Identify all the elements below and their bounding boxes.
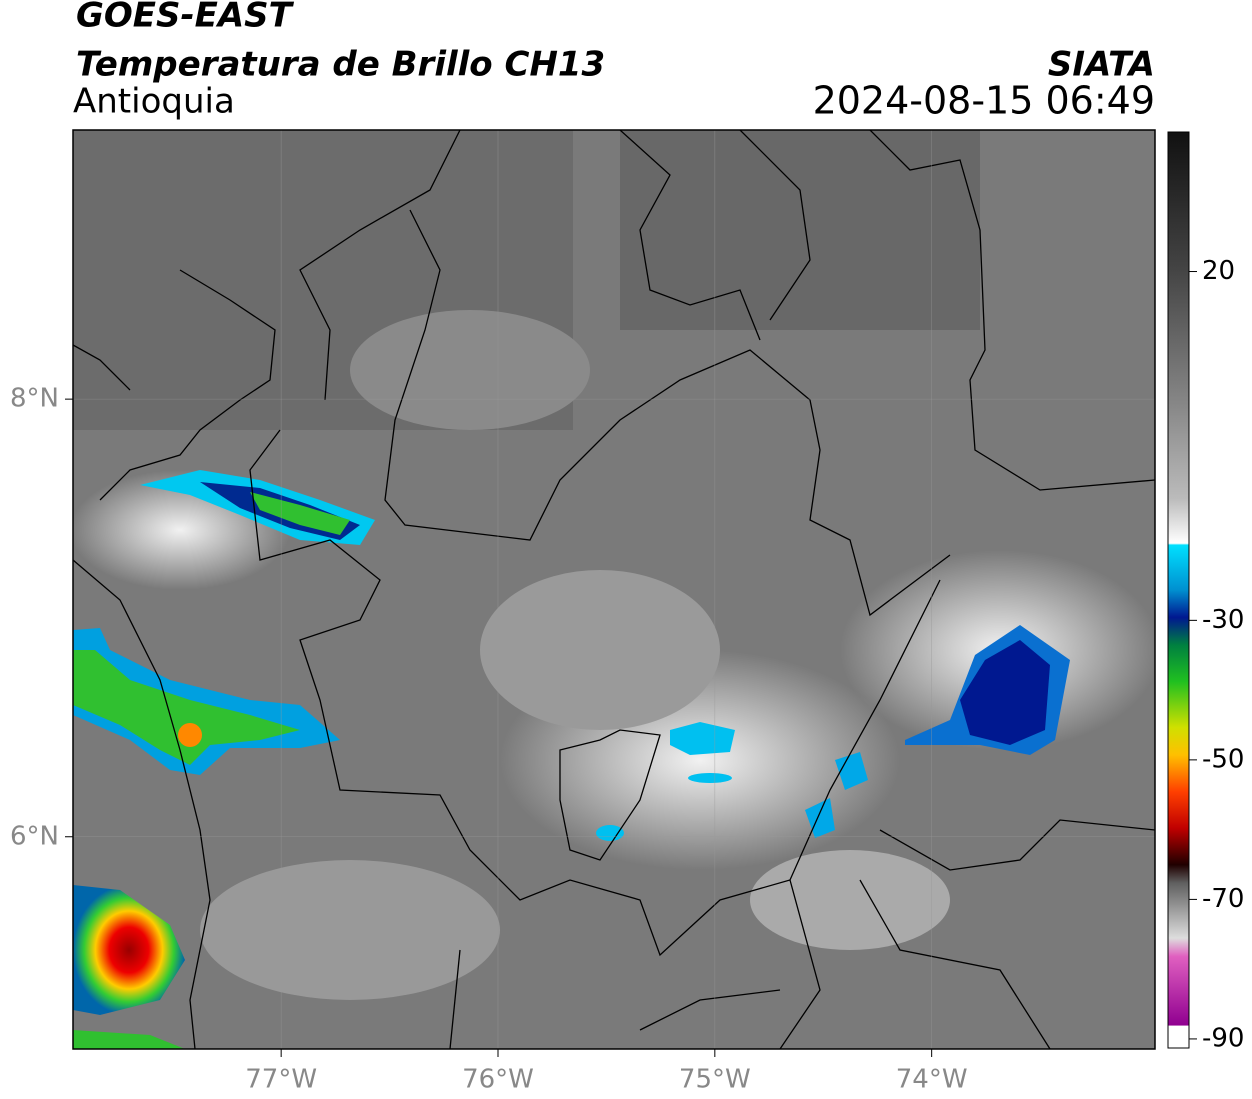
x-tick-label: 76°W [462, 1065, 534, 1095]
subtitle: Temperatura de Brillo CH13 [76, 45, 605, 85]
axes: 77°W 76°W 75°W 74°W 6°N 8°N 20 -30 -50 -70 -90 [10, 256, 1244, 1094]
x-tick-label: 75°W [679, 1065, 751, 1095]
colorbar [1167, 131, 1190, 1049]
x-tick-label: 77°W [245, 1065, 317, 1095]
title: GOES-EAST [76, 0, 295, 36]
grid [73, 130, 1155, 1049]
datetime: 2024-08-15 06:49 [813, 79, 1155, 123]
imagery [73, 130, 1155, 1049]
colorbar-tick-label: -50 [1202, 744, 1244, 774]
x-tick-label: 74°W [896, 1065, 968, 1095]
source: SIATA [1048, 45, 1155, 85]
colorbar-tick-label: 20 [1202, 256, 1235, 286]
y-tick-label: 8°N [10, 384, 59, 414]
y-tick-label: 6°N [10, 821, 59, 851]
borders [73, 130, 1155, 1049]
colorbar-tick-label: -30 [1202, 605, 1244, 635]
colorbar-tick-label: -70 [1202, 884, 1244, 914]
colorbar-tick-label: -90 [1202, 1023, 1244, 1053]
map-frame [72, 129, 1156, 1050]
region: Antioquia [73, 82, 235, 122]
